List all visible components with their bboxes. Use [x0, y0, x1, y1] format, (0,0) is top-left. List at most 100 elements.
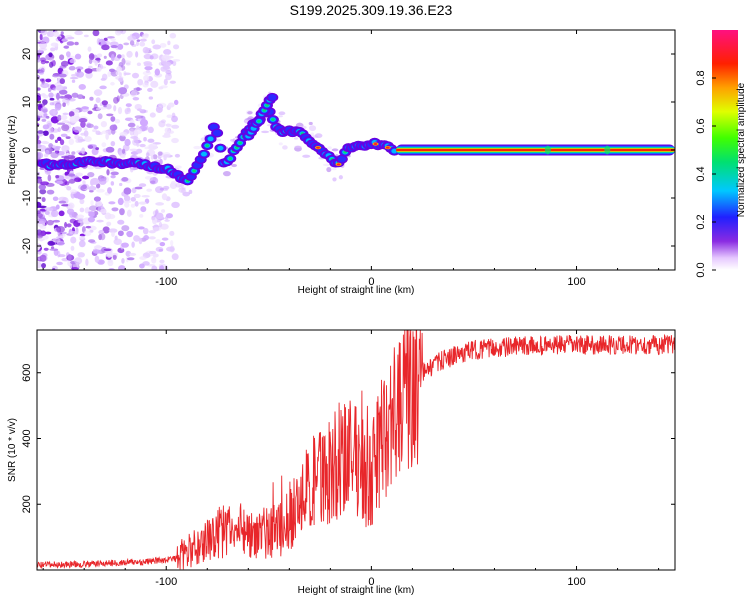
spectrogram-noise-cell — [136, 108, 143, 112]
spectrogram-noise-cell — [69, 218, 77, 224]
spectrogram-tone — [396, 144, 675, 156]
spectrogram-noise-cell — [119, 30, 127, 35]
spectrogram-noise-cell — [106, 251, 112, 258]
spectrogram-noise-cell — [116, 54, 122, 59]
spectrogram-noise-cell — [40, 82, 50, 89]
spectrogram-noise-cell — [83, 230, 92, 237]
spectrogram-noise-cell — [74, 41, 79, 46]
spectrogram-noise-cell — [169, 245, 175, 253]
spectrogram-noise-cell — [55, 204, 60, 210]
spectrogram-noise-cell — [101, 130, 109, 135]
spectrogram-noise-cell — [105, 132, 109, 140]
spectrogram-noise-cell — [123, 187, 132, 195]
snr-x-ticks: -100 0 100 — [42, 330, 660, 588]
spectrogram-noise-cell — [136, 148, 143, 154]
spectrogram-noise-cell — [171, 201, 180, 209]
spectrogram-noise-cell — [148, 96, 154, 100]
spectrogram-ridge-cell — [212, 129, 222, 137]
spectrogram-noise-cell — [66, 51, 71, 58]
spectrogram-noise-cell — [118, 87, 128, 95]
spectrogram-noise-cell — [52, 109, 56, 117]
spectrogram-noise-cell — [139, 214, 144, 218]
spectrogram-noise-cell — [66, 41, 75, 46]
spectrogram-noise-cell — [37, 238, 45, 241]
spectrogram-ridge-cell — [205, 144, 210, 148]
spectrogram-noise-cell — [119, 208, 125, 216]
spectrogram-noise-cell — [151, 256, 157, 264]
spectrogram-noise-cell — [58, 200, 67, 204]
snr-y-tick-label: 600 — [21, 364, 33, 382]
spectrogram-noise-cell — [62, 112, 69, 116]
spectrogram-noise-cell — [78, 235, 86, 240]
spectrogram-noise-cell — [44, 207, 54, 212]
spectrogram-noise-cell — [107, 259, 114, 267]
spectrogram-ridge-cell — [257, 119, 261, 123]
spectrogram-noise-cell — [40, 93, 46, 97]
spectrogram-noise-cell — [110, 171, 119, 176]
spectrogram-noise-cell — [77, 252, 85, 258]
spectrogram-noise-cell — [126, 230, 134, 238]
spectrogram-noise-cell — [169, 32, 177, 39]
spectrogram-noise-cell — [97, 113, 103, 120]
spectrogram-noise-cell — [100, 208, 107, 214]
spectrogram-noise-cell — [101, 100, 109, 106]
spectrogram-noise-cell — [160, 85, 168, 89]
spectrogram-noise-cell — [82, 180, 86, 185]
spectrogram-noise-cell — [131, 187, 137, 194]
spectrogram-noise-cell — [126, 209, 132, 217]
spectrogram-noise-cell — [98, 178, 107, 185]
spectrogram-noise-cell — [109, 41, 119, 47]
snr-x-tick-label: 0 — [368, 576, 374, 588]
spectrogram-noise-cell — [69, 230, 79, 235]
snr-y-label: SNR (10 * v/v) — [7, 418, 18, 482]
spectrogram-noise-cell — [155, 202, 165, 206]
spectrogram-noise-cell — [132, 138, 139, 146]
spectrogram-noise-cell — [169, 230, 175, 236]
spectrogram-noise-cell — [65, 136, 71, 140]
snr-y-tick-label: 400 — [21, 429, 33, 447]
colorbar-tick-label: 0.0 — [695, 262, 707, 277]
spectrogram-noise-cell — [96, 67, 102, 72]
spectrogram-noise-cell — [152, 154, 158, 160]
spectrogram-noise-cell — [133, 87, 143, 91]
spectrogram-noise-cell — [53, 30, 59, 38]
spectrogram-noise-cell — [124, 107, 131, 115]
spectrogram-noise-cell — [151, 39, 156, 45]
spectrogram-noise-cell — [52, 237, 61, 243]
spectrogram-x-tick-label: 0 — [368, 276, 374, 288]
spectrogram-noise-cell — [231, 163, 237, 168]
spectrogram-noise-cell — [79, 198, 85, 205]
spectrogram-noise-cell — [136, 39, 141, 42]
spectrogram-noise-cell — [117, 219, 125, 225]
spectrogram-noise-cell — [37, 243, 41, 251]
spectrogram-noise-cell — [112, 254, 117, 260]
spectrogram-noise-cell — [171, 137, 179, 144]
spectrogram-noise-cell — [50, 116, 60, 124]
spectrogram-noise-cell — [161, 237, 169, 241]
spectrogram-noise-cell — [107, 71, 112, 78]
spectrogram-noise-cell — [66, 186, 72, 191]
spectrogram-noise-cell — [52, 219, 61, 223]
spectrogram-noise-cell — [130, 135, 139, 139]
spectrogram-noise-cell — [112, 252, 119, 256]
spectrogram-noise-cell — [78, 84, 86, 90]
spectrogram-noise-cell — [188, 189, 193, 195]
spectrogram-noise-cell — [76, 71, 85, 78]
spectrogram-y-ticks: -20 -10 0 10 20 — [21, 29, 675, 271]
spectrogram-ridge-cell — [385, 146, 390, 149]
colorbar-tick-label: 0.4 — [695, 166, 707, 181]
spectrogram-noise-cell — [43, 113, 48, 117]
spectrogram-noise-cell — [37, 123, 40, 127]
snr-y-ticks: 200 400 600 — [21, 364, 675, 513]
spectrogram-noise-cell — [70, 245, 75, 251]
spectrogram-noise-cell — [95, 57, 101, 61]
spectrogram-noise-cell — [77, 136, 84, 143]
spectrogram-noise-cell — [121, 54, 125, 59]
spectrogram-noise-cell — [37, 96, 42, 102]
spectrogram-noise-cell — [100, 120, 108, 128]
spectrogram-noise-cell — [75, 172, 84, 177]
spectrogram-noise-cell — [117, 230, 124, 237]
spectrogram-noise-cell — [89, 205, 98, 212]
spectrogram-noise-cell — [131, 72, 140, 79]
spectrogram-noise-cell — [87, 216, 95, 223]
